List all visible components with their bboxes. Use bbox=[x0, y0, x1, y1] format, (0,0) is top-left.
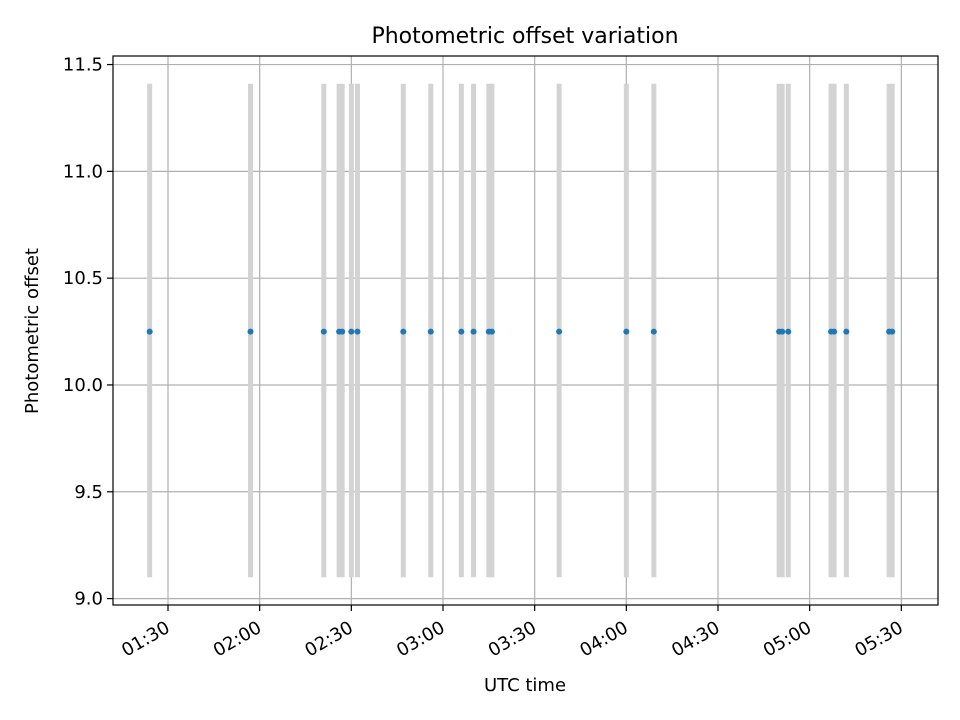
data-point bbox=[320, 328, 327, 335]
data-point bbox=[354, 328, 361, 335]
y-tick-label: 9.0 bbox=[74, 589, 103, 610]
y-tick-label: 11.5 bbox=[63, 55, 103, 76]
data-point bbox=[470, 328, 477, 335]
chart-title: Photometric offset variation bbox=[371, 24, 678, 49]
data-point bbox=[348, 328, 355, 335]
data-point bbox=[400, 328, 407, 335]
y-tick-label: 10.5 bbox=[63, 268, 103, 289]
plot-frame bbox=[112, 55, 939, 606]
data-point bbox=[650, 328, 657, 335]
data-point bbox=[889, 328, 896, 335]
data-point bbox=[623, 328, 630, 335]
data-point bbox=[779, 328, 786, 335]
data-point bbox=[843, 328, 850, 335]
data-point bbox=[247, 328, 254, 335]
y-tick-label: 11.0 bbox=[63, 161, 103, 182]
y-tick-label: 10.0 bbox=[63, 375, 103, 396]
x-axis-label: UTC time bbox=[484, 675, 566, 696]
data-point bbox=[556, 328, 563, 335]
y-tick-label: 9.5 bbox=[74, 482, 103, 503]
data-point bbox=[146, 328, 153, 335]
y-axis-ticks: 9.0 9.5 10.0 10.5 11.0 11.5 bbox=[63, 55, 113, 610]
data-point bbox=[785, 328, 792, 335]
data-point bbox=[488, 328, 495, 335]
data-point bbox=[427, 328, 434, 335]
y-axis-label: Photometric offset bbox=[22, 248, 43, 414]
data-point bbox=[339, 328, 346, 335]
data-points bbox=[146, 328, 896, 335]
data-point bbox=[831, 328, 838, 335]
data-point bbox=[458, 328, 465, 335]
